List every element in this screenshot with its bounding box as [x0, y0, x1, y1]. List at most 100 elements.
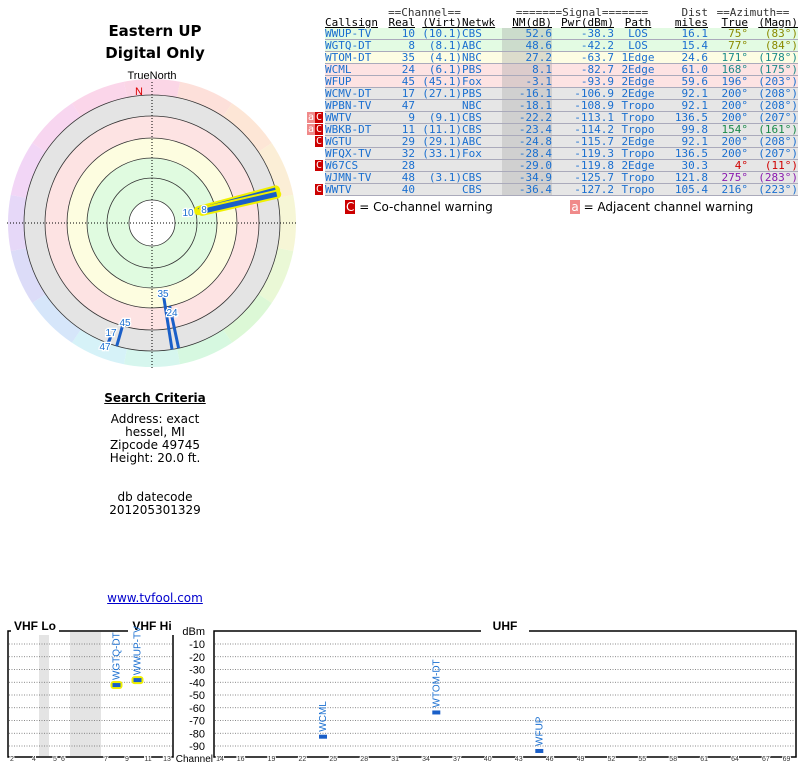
dbm-tick-label: -90	[189, 741, 205, 753]
cell-real: 28	[387, 159, 415, 172]
call-text[interactable]: WPBN-TV	[325, 99, 372, 112]
cell-real: 11	[387, 123, 415, 136]
cell-pwr: -119.8	[552, 159, 614, 172]
cell-virt: (33.1)	[415, 147, 462, 160]
station-row[interactable]: WCML 24 (6.1) PBS 8.1 -82.7 2Edge 61.0 168° (175°…	[325, 63, 798, 76]
station-row[interactable]: WGTQ-DT 8 (8.1) ABC 48.6 -42.2 LOS 15.4 77° (84°)	[325, 39, 798, 52]
station-row[interactable]: C W67CS 28 -29.0 -119.8 2Edge 30.3 4° (11°)	[314, 159, 798, 172]
call-text[interactable]: WTOM-DT	[325, 51, 372, 64]
cell-path: Tropo	[614, 183, 662, 196]
header-channel-group: ==Channel==	[388, 6, 461, 19]
true-north-label: TrueNorth	[127, 70, 176, 82]
cell-magn: (178°)	[748, 51, 798, 64]
cell-virt: (6.1)	[415, 63, 462, 76]
signal-bar	[133, 678, 142, 683]
uhf-tick-label: 64	[731, 756, 739, 763]
cell-virt: (11.1)	[415, 123, 462, 136]
dbm-tick-label: -10	[189, 639, 205, 651]
cell-magn: (175°)	[748, 63, 798, 76]
header-dist-group: Dist	[681, 6, 709, 19]
cell-magn: (283°)	[748, 171, 798, 184]
cell-net: CBS	[462, 123, 502, 136]
call-text[interactable]: WWTV	[325, 111, 352, 124]
uhf-tick-label: 46	[546, 756, 554, 763]
call-text[interactable]: WWTV	[325, 183, 352, 196]
cell-pwr: -42.2	[552, 39, 614, 52]
cell-real: 45	[387, 75, 415, 88]
co-channel-warning-icon: C	[314, 112, 323, 123]
dbm-tick-label: -40	[189, 677, 205, 689]
north-marker: N	[135, 86, 143, 98]
station-row[interactable]: WTOM-DT 35 (4.1) NBC 27.2 -63.7 1Edge 24.6 171°(…	[325, 51, 798, 64]
cell-true: 200°	[708, 147, 748, 160]
station-row[interactable]: WFQX-TV 32 (33.1) Fox -28.4 -119.3 Tropo 136.5 2…	[325, 147, 798, 160]
cell-nm: -23.4	[502, 123, 552, 136]
band-label: UHF	[493, 620, 518, 633]
cell-true: 4°	[708, 159, 748, 172]
tvfool-link[interactable]: www.tvfool.com	[107, 591, 203, 605]
cell-virt: (45.1)	[415, 75, 462, 88]
cell-call: a C WWTV	[306, 111, 387, 124]
vhf-tick-label: 9	[125, 756, 129, 763]
cell-real: 35	[387, 51, 415, 64]
unused-channel-shade	[70, 632, 101, 756]
cell-true: 200°	[708, 99, 748, 112]
cell-call: WCML	[325, 63, 387, 76]
cell-call: WFUP	[325, 75, 387, 88]
vhf-tick-label: 11	[144, 756, 151, 763]
station-row[interactable]: a C WWTV 9 (9.1) CBS -22.2 -113.1 Tropo 136.5 200°…	[306, 111, 798, 124]
uhf-tick-label: 61	[700, 756, 708, 763]
station-ray	[168, 305, 181, 349]
dbm-tick-label: -20	[189, 652, 205, 664]
station-row[interactable]: WFUP 45 (45.1) Fox -3.1 -93.9 2Edge 59.6 196° (20…	[325, 75, 798, 88]
call-text[interactable]: WGTU	[325, 135, 352, 148]
call-text[interactable]: WCML	[325, 63, 352, 76]
uhf-tick-label: 16	[237, 756, 245, 763]
cell-net: NBC	[462, 51, 502, 64]
cell-magn: (208°)	[748, 135, 798, 148]
station-row[interactable]: WJMN-TV 48 (3.1) CBS -34.9 -125.7 Tropo 121.8 27…	[325, 171, 798, 184]
cell-dist: 136.5	[662, 111, 708, 124]
header-miles: miles	[674, 16, 708, 29]
cell-path: Tropo	[614, 147, 662, 160]
spectrum-chart: VHF Lo VHF Hi UHF -10-20-30-40-50-60-70-80-…	[7, 620, 797, 765]
warning-badges: C	[305, 184, 323, 195]
cell-dist: 59.6	[662, 75, 708, 88]
cell-magn: (207°)	[748, 147, 798, 160]
call-text[interactable]: WJMN-TV	[325, 171, 372, 184]
call-text[interactable]: WFQX-TV	[325, 147, 372, 160]
cell-pwr: -114.2	[552, 123, 614, 136]
call-text[interactable]: WGTQ-DT	[325, 39, 372, 52]
uhf-tick-label: 14	[216, 756, 224, 763]
station-row[interactable]: C WGTU 29 (29.1) ABC -24.8 -115.7 2Edge 92.1 200°…	[314, 135, 798, 148]
station-row[interactable]: WCMV-DT 17 (27.1) PBS -16.1 -106.9 2Edge 92.1 20…	[325, 87, 798, 100]
call-text[interactable]: WBKB-DT	[325, 123, 372, 136]
header-magn: (Magn)	[758, 16, 798, 29]
call-text[interactable]: WWUP-TV	[325, 27, 372, 40]
cell-net: CBS	[462, 111, 502, 124]
cell-dist: 16.1	[662, 28, 708, 40]
cell-net: ABC	[462, 39, 502, 52]
station-row[interactable]: a C WBKB-DT 11 (11.1) CBS -23.4 -114.2 Tropo 99.8…	[306, 123, 798, 136]
call-text[interactable]: WCMV-DT	[325, 87, 372, 100]
report-title: Eastern UP Digital Only	[60, 20, 250, 64]
criteria-city: hessel, MI	[125, 425, 185, 439]
bar-callsign-label: WCML	[318, 701, 329, 732]
station-ray	[115, 325, 124, 347]
co-channel-warning-icon: C	[314, 124, 323, 135]
cell-call: WJMN-TV	[325, 171, 387, 184]
cell-nm: 48.6	[502, 39, 552, 52]
call-text[interactable]: W67CS	[325, 159, 359, 172]
cell-real: 47	[387, 99, 415, 112]
signal-bar	[535, 748, 544, 753]
station-row[interactable]: WPBN-TV 47 NBC -18.1 -108.9 Tropo 92.1 200° (208…	[325, 99, 798, 112]
station-row[interactable]: WWUP-TV 10 (10.1) CBS 52.6 -38.3 LOS 16.1 75° (83…	[325, 28, 798, 40]
cell-pwr: -82.7	[552, 63, 614, 76]
station-row[interactable]: C WWTV 40 CBS -36.4 -127.2 Tropo 105.4 216° (223°…	[314, 183, 798, 196]
adjacent-channel-text: = Adjacent channel warning	[583, 200, 754, 214]
cell-magn: (207°)	[748, 111, 798, 124]
station-ray	[161, 291, 174, 350]
bar-callsign-label: WGTQ-DT	[112, 632, 123, 680]
call-text[interactable]: WFUP	[325, 75, 352, 88]
